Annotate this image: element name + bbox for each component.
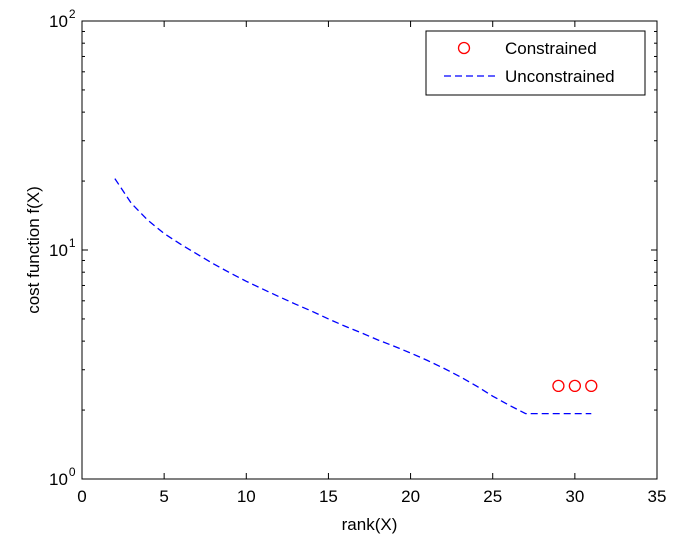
legend: Constrained Unconstrained (425, 30, 646, 96)
legend-box (425, 30, 646, 96)
y-tick-exponent: 1 (69, 236, 76, 250)
y-tick-label: 102 (49, 7, 76, 31)
constrained-point (568, 379, 582, 393)
x-tick-label: 10 (237, 487, 256, 506)
x-tick-label: 25 (483, 487, 502, 506)
x-tick-label: 5 (159, 487, 168, 506)
y-axis-label: cost function f(X) (24, 186, 43, 314)
plot-area (82, 21, 657, 479)
plot-frame (81, 20, 658, 480)
x-tick-label: 35 (648, 487, 667, 506)
legend-label-constrained: Constrained (505, 39, 597, 58)
constrained-point (552, 379, 565, 393)
x-tick-label: 0 (77, 487, 86, 506)
series-line-unconstrained (114, 178, 592, 415)
x-tick-label: 20 (401, 487, 420, 506)
x-tick-label: 15 (319, 487, 338, 506)
x-axis-label: rank(X) (342, 515, 398, 534)
legend-marker-constrained (457, 41, 471, 55)
y-tick-label: 100 (49, 465, 76, 489)
x-tick-label: 30 (565, 487, 584, 506)
constrained-point (585, 379, 598, 393)
y-tick-label: 101 (49, 236, 76, 260)
legend-label-unconstrained: Unconstrained (505, 67, 615, 86)
series-layer (114, 178, 598, 415)
y-tick-exponent: 0 (69, 465, 76, 479)
y-tick-exponent: 2 (69, 7, 76, 21)
